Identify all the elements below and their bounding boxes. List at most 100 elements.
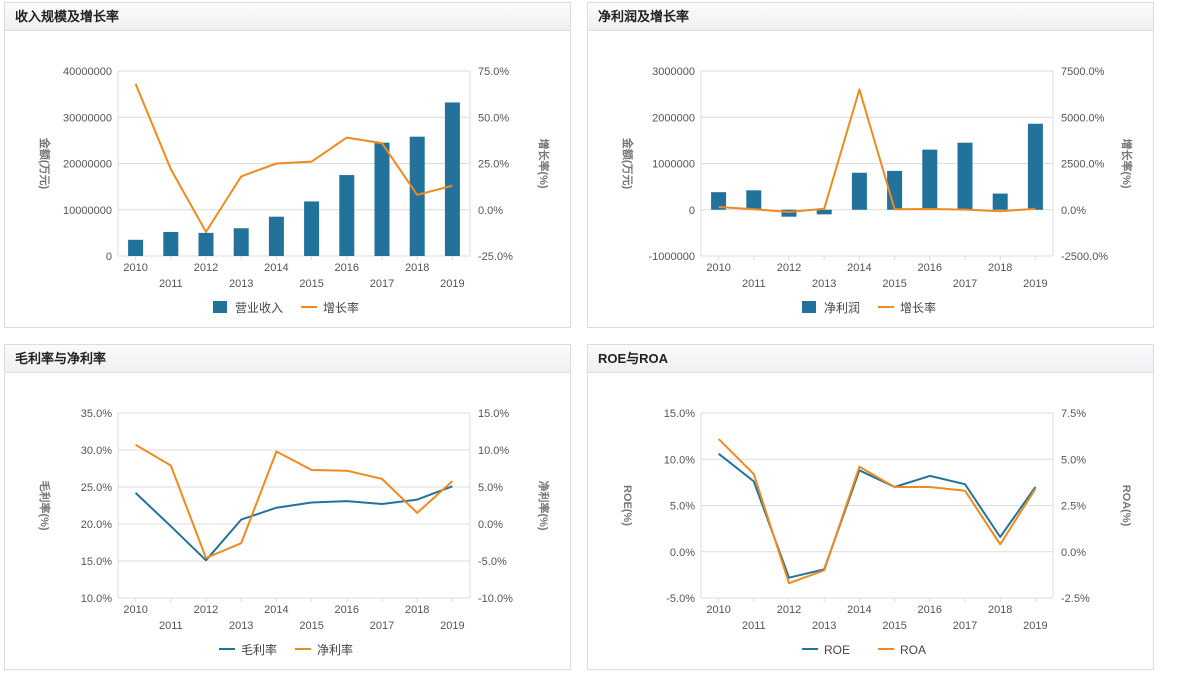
y2-tick-label: 5.0% (478, 482, 503, 494)
bar (887, 170, 903, 210)
legend-label: 增长率 (323, 300, 359, 315)
bar (304, 201, 320, 256)
x-tick-label: 2011 (159, 620, 183, 632)
y2-tick-label: 0.0% (478, 205, 503, 217)
bar (409, 136, 425, 256)
series-line (718, 88, 1036, 213)
y2-tick-label: 5000.0% (1061, 112, 1105, 124)
x-tick-label: 2018 (405, 262, 429, 274)
x-tick-label: 2018 (988, 262, 1012, 274)
legend-label: 净利润 (824, 301, 860, 315)
y2-tick-label: -2.5% (1061, 593, 1090, 605)
y2-tick-label: 7.5% (1061, 408, 1086, 420)
y-tick-label: 0 (106, 251, 112, 263)
x-tick-label: 2016 (335, 604, 359, 616)
x-tick-label: 2013 (229, 620, 253, 632)
bar (781, 209, 797, 217)
x-tick-label: 2011 (742, 278, 766, 290)
chart-panel-roe-roa: ROE与ROA 15.0% 7.5% 10.0% 5.0% 5.0% 2.5% 0.0% 0.… (587, 344, 1154, 670)
x-tick-label: 2010 (123, 604, 147, 616)
bar (816, 209, 832, 215)
y-tick-label: 20000000 (63, 159, 112, 171)
y-axis-title: 金额(万元) (621, 137, 635, 190)
x-tick-label: 2014 (847, 262, 871, 274)
bar (444, 102, 460, 256)
net-profit-chart: 3000000 7500.0% 2000000 5000.0% 1000000 2500.… (621, 66, 1134, 315)
x-tick-label: 2016 (335, 262, 359, 274)
x-tick-label: 2014 (847, 604, 871, 616)
x-tick-label: 2016 (918, 604, 942, 616)
x-tick-label: 2011 (159, 278, 183, 290)
bar (163, 231, 179, 256)
y2-tick-label: 0.0% (478, 519, 503, 531)
y-tick-label: 0.0% (670, 547, 695, 559)
series-line (135, 443, 454, 559)
x-tick-label: 2010 (706, 604, 730, 616)
y-axis-title: 金额(万元) (38, 137, 52, 190)
x-tick-label: 2017 (953, 278, 977, 290)
legend-label: ROE (824, 643, 850, 657)
legend-label: 净利率 (317, 642, 353, 657)
x-tick-label: 2018 (405, 604, 429, 616)
y-tick-label: 40000000 (63, 66, 112, 78)
x-tick-label: 2012 (777, 604, 801, 616)
y2-tick-label: 75.0% (478, 66, 509, 78)
legend-label: 毛利率 (241, 642, 277, 657)
legend-item: ROE (802, 643, 850, 657)
x-tick-label: 2014 (264, 604, 288, 616)
y2-tick-label: 15.0% (478, 408, 509, 420)
y-tick-label: 15.0% (81, 556, 112, 568)
x-tick-label: 2013 (229, 278, 253, 290)
bar (374, 142, 390, 256)
legend-item: 净利润 (802, 301, 860, 315)
legend-swatch (213, 301, 227, 313)
bar (268, 216, 284, 256)
legend-label: 增长率 (900, 300, 936, 315)
y2-tick-label: 2.5% (1061, 501, 1086, 513)
y-tick-label: -1000000 (649, 251, 696, 263)
y2-tick-label: 7500.0% (1061, 66, 1105, 78)
bar (922, 149, 938, 210)
x-tick-label: 2012 (194, 262, 218, 274)
x-tick-label: 2012 (777, 262, 801, 274)
series-line (134, 83, 453, 233)
legend-item: 增长率 (878, 300, 936, 315)
panel-title: 净利润及增长率 (588, 3, 1153, 31)
panel-title: 毛利率与净利率 (5, 345, 570, 373)
y-tick-label: 30.0% (81, 445, 112, 457)
y2-tick-label: -2500.0% (1061, 251, 1108, 263)
x-tick-label: 2013 (812, 278, 836, 290)
legend-item: 营业收入 (213, 301, 283, 315)
bar (746, 190, 762, 210)
y-tick-label: 1000000 (652, 159, 695, 171)
margins-chart: 35.0% 15.0% 30.0% 10.0% 25.0% 5.0% 20.0% 0.0% 15… (38, 408, 551, 657)
x-tick-label: 2012 (194, 604, 218, 616)
x-tick-label: 2010 (123, 262, 147, 274)
y-tick-label: 35.0% (81, 408, 112, 420)
bar (128, 239, 144, 256)
y-tick-label: 5.0% (670, 501, 695, 513)
x-tick-label: 2015 (882, 278, 906, 290)
y-tick-label: 10000000 (63, 205, 112, 217)
bar (198, 232, 214, 256)
y-axis-title: ROE(%) (621, 485, 633, 526)
x-tick-label: 2014 (264, 262, 288, 274)
bar (339, 175, 355, 256)
bar (1027, 123, 1043, 210)
x-tick-label: 2017 (370, 620, 394, 632)
y2-tick-label: -25.0% (478, 251, 513, 263)
y-tick-label: 10.0% (81, 593, 112, 605)
x-tick-label: 2015 (882, 620, 906, 632)
y2-tick-label: 10.0% (478, 445, 509, 457)
series-line (717, 438, 1037, 585)
panel-title: 收入规模及增长率 (5, 3, 570, 31)
y-tick-label: 10.0% (664, 454, 695, 466)
legend-label: 营业收入 (235, 301, 283, 315)
x-tick-label: 2019 (440, 620, 464, 632)
bar (851, 172, 867, 210)
y2-tick-label: 50.0% (478, 112, 509, 124)
y-tick-label: 0 (689, 205, 695, 217)
x-tick-label: 2010 (706, 262, 730, 274)
bar (711, 192, 727, 210)
x-tick-label: 2018 (988, 604, 1012, 616)
